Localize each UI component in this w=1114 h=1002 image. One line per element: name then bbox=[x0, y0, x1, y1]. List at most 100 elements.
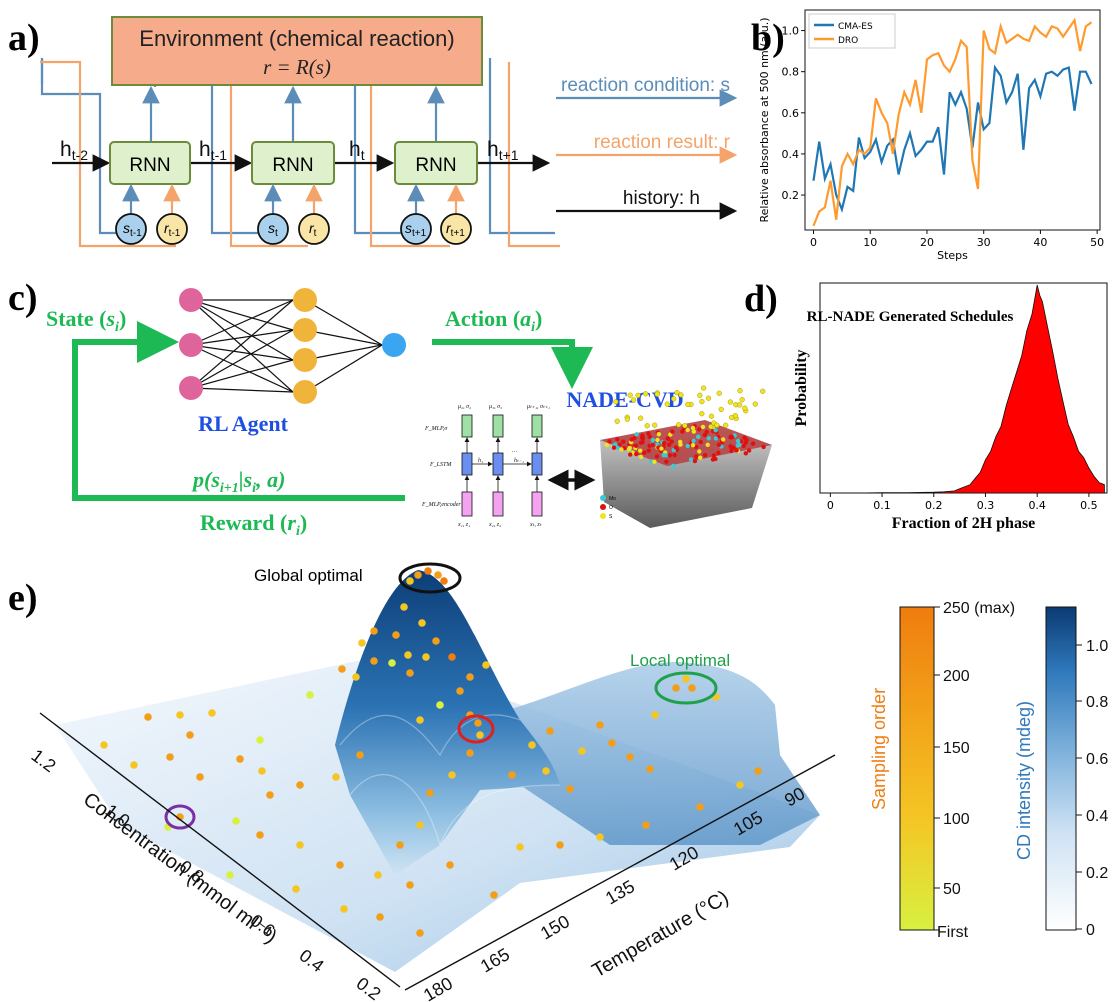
svg-text:μ₃, σ₃: μ₃, σ₃ bbox=[489, 404, 502, 410]
sampling-point bbox=[406, 881, 414, 889]
legend-entry: CMA-ES bbox=[838, 22, 873, 32]
nn-edge bbox=[190, 299, 294, 331]
atom bbox=[638, 448, 643, 453]
sampling-point bbox=[406, 577, 414, 585]
sampling-point bbox=[466, 673, 474, 681]
sampling-point bbox=[474, 719, 482, 727]
svg-text:O: O bbox=[609, 505, 613, 511]
atom bbox=[678, 439, 683, 445]
atom bbox=[680, 429, 685, 434]
panel-a-label: a) bbox=[8, 17, 40, 59]
nn-edge bbox=[190, 387, 294, 393]
atom bbox=[702, 453, 708, 458]
panel-b: b) 0 10 20 30 40 50 0.2 0.4 0.6 0.8 1.0 Steps Relati… bbox=[745, 0, 1114, 270]
atom bbox=[750, 441, 756, 446]
atom bbox=[728, 444, 733, 449]
svg-text:F_MLP,encoder: F_MLP,encoder bbox=[421, 502, 461, 508]
panel-c-label: c) bbox=[8, 277, 38, 319]
atom bbox=[761, 444, 766, 450]
atom bbox=[694, 454, 699, 459]
svg-text:150: 150 bbox=[537, 911, 573, 943]
atom bbox=[667, 453, 673, 458]
sampling-point bbox=[406, 669, 414, 677]
atom bbox=[650, 437, 655, 443]
svg-text:180: 180 bbox=[420, 973, 456, 1002]
atom bbox=[742, 435, 747, 440]
svg-text:F_LSTM: F_LSTM bbox=[429, 462, 452, 468]
sampling-point bbox=[130, 761, 138, 769]
svg-text:250 (max): 250 (max) bbox=[943, 600, 1015, 617]
atom bbox=[729, 414, 735, 421]
atom bbox=[667, 442, 672, 447]
svg-text:0.8: 0.8 bbox=[1086, 694, 1108, 711]
sampling-point bbox=[482, 661, 490, 669]
atom bbox=[706, 436, 711, 441]
nn-edge bbox=[190, 299, 294, 361]
svg-text:165: 165 bbox=[477, 944, 513, 976]
red-highlight-circle bbox=[457, 714, 495, 744]
sampling-point bbox=[754, 767, 762, 775]
sampling-point bbox=[388, 659, 396, 667]
atom bbox=[690, 443, 696, 448]
panel-a: a) Environment (chemical reaction) r = R… bbox=[0, 0, 760, 260]
atom bbox=[670, 429, 675, 434]
action-label: Action (ai) bbox=[445, 306, 542, 335]
atom bbox=[696, 434, 701, 439]
legend-history: history: h bbox=[623, 188, 700, 209]
atom bbox=[633, 443, 639, 448]
svg-text:1.0: 1.0 bbox=[1086, 638, 1108, 655]
r-input-3: rt+1 bbox=[440, 213, 472, 245]
atom bbox=[631, 397, 637, 403]
atom bbox=[713, 428, 718, 433]
sampling-point bbox=[696, 803, 704, 811]
sampling-point bbox=[370, 657, 378, 665]
nn-edge bbox=[190, 359, 294, 389]
svg-text:…: … bbox=[512, 448, 517, 454]
atom bbox=[752, 401, 758, 407]
chart-title: RL-NADE Generated Schedules bbox=[807, 309, 1014, 325]
transition-label: p(si+1|si, a) bbox=[191, 467, 285, 496]
atom bbox=[611, 445, 617, 450]
atom bbox=[682, 423, 688, 429]
env-label: NADE-CVD bbox=[566, 387, 683, 412]
concentration-axis bbox=[39, 712, 401, 988]
sampling-point bbox=[528, 741, 536, 749]
x-tick-label: 20 bbox=[920, 236, 934, 249]
sampling-point bbox=[416, 929, 424, 937]
atom bbox=[685, 401, 691, 408]
surface-local-ridge bbox=[470, 662, 820, 845]
sampling-point bbox=[596, 833, 604, 841]
state-label: State (si) bbox=[46, 306, 126, 335]
atom bbox=[698, 439, 703, 445]
atom bbox=[734, 448, 739, 453]
hidden-label-3: ht bbox=[349, 138, 365, 163]
atom bbox=[704, 429, 709, 435]
atom bbox=[638, 454, 644, 460]
svg-text:0.4: 0.4 bbox=[296, 945, 328, 976]
sampling-point bbox=[232, 817, 240, 825]
atom bbox=[652, 459, 657, 464]
sampling-point bbox=[400, 603, 408, 611]
atom bbox=[604, 442, 610, 448]
local-optimal-circle bbox=[654, 671, 718, 705]
sampling-point bbox=[414, 571, 422, 579]
atom bbox=[644, 423, 650, 429]
sampling-point bbox=[566, 785, 574, 793]
atom bbox=[735, 438, 741, 444]
sampling-point bbox=[356, 751, 364, 759]
sampling-point bbox=[446, 861, 454, 869]
sampling-point bbox=[426, 789, 434, 797]
sampling-point bbox=[404, 651, 412, 659]
x-tick-label: 0 bbox=[810, 236, 817, 249]
atom bbox=[699, 399, 705, 405]
rl-loop-arrows bbox=[72, 321, 593, 501]
atom bbox=[685, 427, 690, 433]
panel-e-label: e) bbox=[8, 577, 38, 619]
atom bbox=[659, 446, 664, 451]
series-line-cma-es bbox=[812, 64, 1093, 213]
sampling-point bbox=[596, 721, 604, 729]
sampling-point bbox=[448, 771, 456, 779]
sampling-point bbox=[416, 716, 424, 724]
sampling-point bbox=[296, 841, 304, 849]
svg-text:RNN: RNN bbox=[129, 155, 170, 176]
